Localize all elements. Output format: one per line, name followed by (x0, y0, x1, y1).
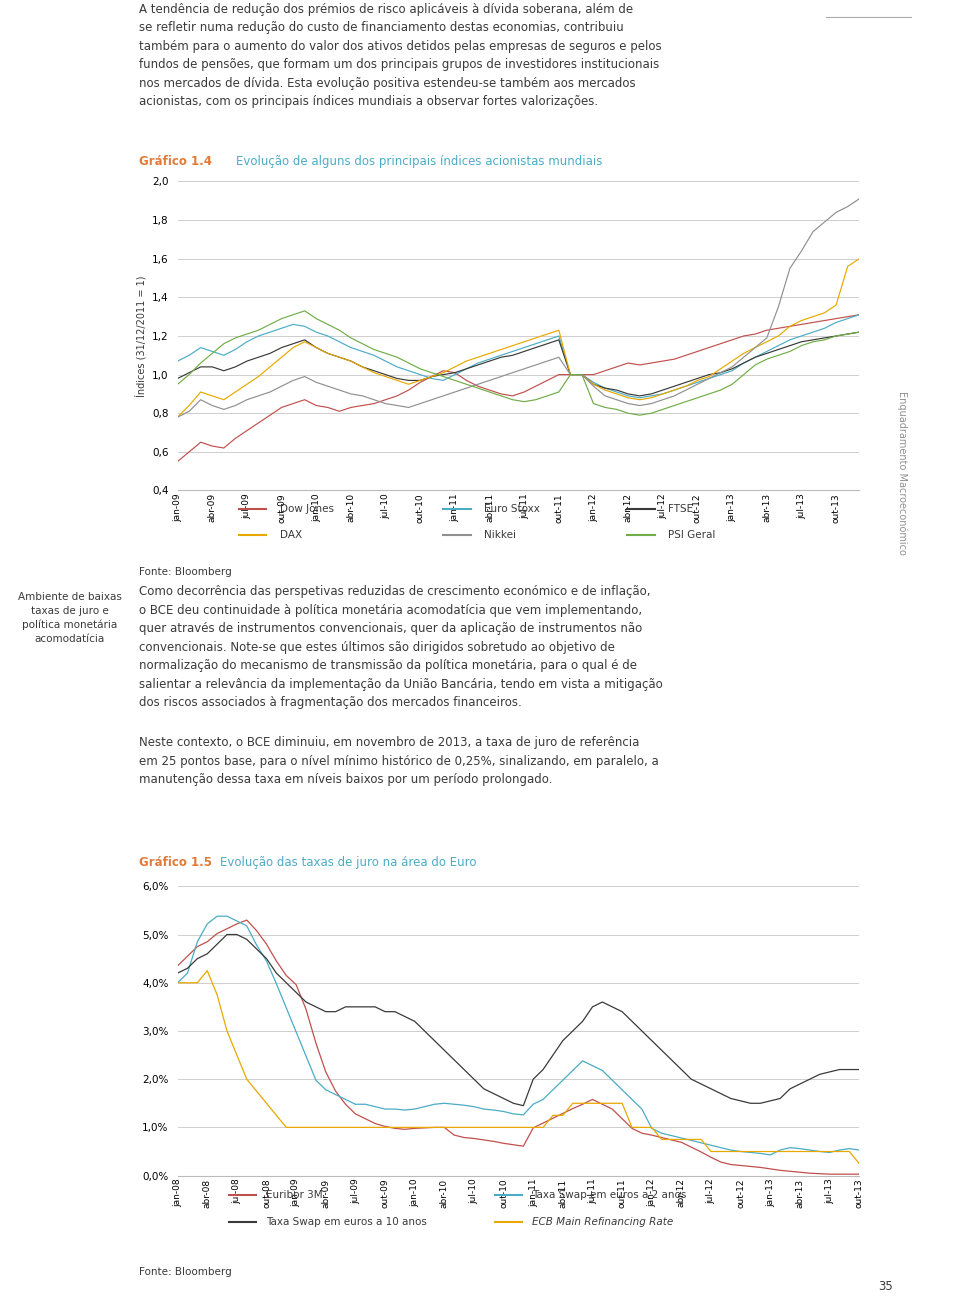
Text: FTSE: FTSE (668, 504, 693, 514)
Text: Nikkei: Nikkei (485, 530, 516, 540)
Text: PSI Geral: PSI Geral (668, 530, 716, 540)
Text: A tendência de redução dos prémios de risco aplicáveis à dívida soberana, além d: A tendência de redução dos prémios de ri… (139, 3, 661, 108)
Text: Fonte: Bloomberg: Fonte: Bloomberg (139, 567, 232, 577)
Text: Gráfico 1.5: Gráfico 1.5 (139, 856, 212, 869)
Text: Ambiente de baixas
taxas de juro e
política monetária
acomodatícia: Ambiente de baixas taxas de juro e polít… (17, 592, 122, 644)
Text: Gráfico 1.4: Gráfico 1.4 (139, 155, 212, 168)
Text: Euro Stoxx: Euro Stoxx (485, 504, 540, 514)
Text: Taxa Swap em euros a 10 anos: Taxa Swap em euros a 10 anos (266, 1216, 427, 1227)
Text: Fonte: Bloomberg: Fonte: Bloomberg (139, 1268, 232, 1277)
Text: ECB Main Refinancing Rate: ECB Main Refinancing Rate (532, 1216, 673, 1227)
Text: Enquadramento Macroeconómico: Enquadramento Macroeconómico (898, 392, 907, 555)
Text: Neste contexto, o BCE diminuiu, em novembro de 2013, a taxa de juro de referênci: Neste contexto, o BCE diminuiu, em novem… (139, 736, 659, 786)
Text: Taxa Swap em euros a 2 anos: Taxa Swap em euros a 2 anos (532, 1190, 686, 1201)
Text: Evolução das taxas de juro na área do Euro: Evolução das taxas de juro na área do Eu… (220, 856, 476, 869)
Text: Como decorrência das perspetivas reduzidas de crescimento económico e de inflaçã: Como decorrência das perspetivas reduzid… (139, 585, 663, 709)
Y-axis label: Índices (31/12/2011 = 1): Índices (31/12/2011 = 1) (135, 275, 146, 397)
Text: Evolução de alguns dos principais índices acionistas mundiais: Evolução de alguns dos principais índice… (236, 155, 603, 168)
Text: Euribor 3M: Euribor 3M (266, 1190, 323, 1201)
Text: 35: 35 (878, 1279, 893, 1293)
Text: Dow Jones: Dow Jones (280, 504, 334, 514)
Text: DAX: DAX (280, 530, 302, 540)
